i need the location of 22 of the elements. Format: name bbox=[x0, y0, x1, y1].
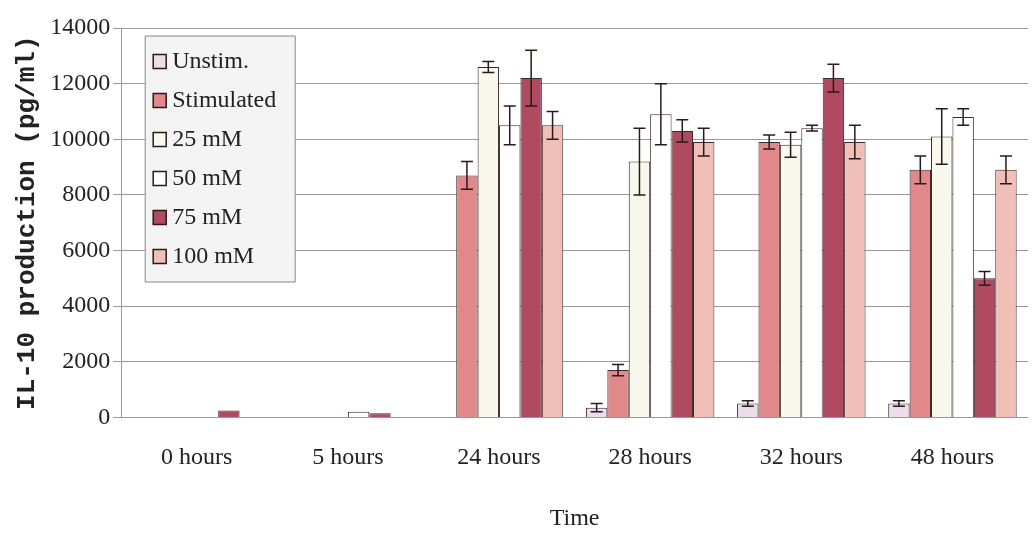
x-tick-label: 32 hours bbox=[759, 443, 843, 470]
legend-label: 25 mM bbox=[172, 124, 243, 151]
legend-label: 75 mM bbox=[172, 202, 243, 229]
x-tick-label: 0 hours bbox=[161, 443, 233, 470]
x-axis-title: Time bbox=[549, 503, 600, 530]
y-tick-label: 8000 bbox=[62, 180, 111, 207]
y-tick-label: 2000 bbox=[62, 347, 111, 374]
y-tick-label: 6000 bbox=[62, 235, 111, 262]
legend-label: 100 mM bbox=[172, 241, 255, 268]
x-tick-label: 24 hours bbox=[457, 443, 541, 470]
x-tick-label: 5 hours bbox=[312, 443, 384, 470]
x-tick-label: 48 hours bbox=[910, 443, 995, 470]
y-tick-label: 0 bbox=[98, 402, 111, 429]
legend-label: 50 mM bbox=[172, 163, 243, 190]
y-axis-title: IL-10 production (pg/ml) bbox=[12, 35, 43, 410]
y-tick-label: 12000 bbox=[50, 68, 111, 95]
legend-label: Stimulated bbox=[172, 85, 277, 112]
legend-label: Unstim. bbox=[172, 46, 249, 73]
y-tick-label: 14000 bbox=[50, 13, 111, 40]
y-tick-label: 10000 bbox=[50, 124, 111, 151]
y-tick-label: 4000 bbox=[62, 291, 111, 318]
x-tick-label: 28 hours bbox=[608, 443, 692, 470]
